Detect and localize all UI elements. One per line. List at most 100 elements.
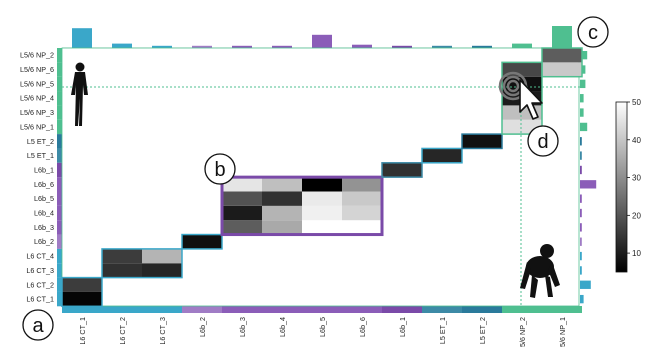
top-bar xyxy=(112,43,132,48)
heatmap-cell xyxy=(222,191,262,206)
colorbar-tick-label: 40 xyxy=(632,136,641,145)
row-color-swatch xyxy=(57,291,62,307)
heatmap-cell xyxy=(262,220,302,235)
y-tick-labels: L5/6 NP_2 L5/6 NP_6 L5/6 NP_5 L5/6 NP_4 L5/6… xyxy=(20,51,54,304)
row-color-swatch xyxy=(57,162,62,178)
callout-circle xyxy=(527,125,559,157)
row-color-swatch xyxy=(57,263,62,278)
callout-markers: a b c d xyxy=(22,16,609,341)
right-bar xyxy=(580,266,582,275)
right-bar xyxy=(580,94,584,103)
column-color-swatch xyxy=(62,306,102,313)
callout-label: c xyxy=(588,22,598,44)
x-tick-label: L6b_6 xyxy=(358,317,367,337)
right-bar xyxy=(580,165,582,175)
right-bar xyxy=(580,280,591,289)
callout-circle xyxy=(577,16,609,48)
cluster-outline xyxy=(61,276,103,308)
right-bar xyxy=(580,294,584,304)
cluster-outlines xyxy=(61,47,583,308)
right-bar xyxy=(580,51,588,60)
y-tick-label: L6 CT_4 xyxy=(26,252,54,261)
colorbar xyxy=(615,101,628,273)
x-tick-label: L6 CT_1 xyxy=(78,317,87,345)
x-tick-label: L6b_4 xyxy=(278,317,287,337)
colorbar-tick-label: 20 xyxy=(632,211,641,220)
heatmap-cell xyxy=(302,191,342,206)
x-tick-label: L6b_2 xyxy=(198,317,207,337)
callout-label: a xyxy=(32,315,44,337)
column-color-swatch xyxy=(462,306,502,313)
right-bar xyxy=(580,223,582,232)
heatmap-cell xyxy=(102,263,142,278)
y-tick-label: L5/6 NP_3 xyxy=(20,108,54,117)
colorbar-tick-label: 10 xyxy=(632,249,641,258)
cluster-outline xyxy=(421,147,463,164)
top-bar xyxy=(192,45,212,48)
x-tick-label: L5 ET_1 xyxy=(438,317,447,344)
heatmap-cells xyxy=(62,48,582,307)
cluster-outline xyxy=(501,61,543,135)
right-bar xyxy=(580,208,582,218)
cluster-outline xyxy=(541,47,583,78)
top-bar xyxy=(232,45,252,48)
cluster-outline xyxy=(101,248,183,279)
row-color-swatch xyxy=(57,205,62,221)
row-color-strip xyxy=(57,48,62,307)
y-tick-label: L6 CT_2 xyxy=(26,280,54,289)
x-tick-label: L6b_1 xyxy=(398,317,407,337)
heatmap-cell xyxy=(462,134,502,149)
y-tick-label: L6 CT_1 xyxy=(26,295,54,304)
x-tick-label: 5/6 NP_1 xyxy=(558,317,567,347)
callout-circle xyxy=(22,309,54,341)
x-tick-labels: L6 CT_1 L6 CT_2 L6 CT_3 L6b_2 L6b_3 L6b_4 L6b_… xyxy=(78,317,567,347)
heatmap-cell xyxy=(62,291,102,307)
right-bar xyxy=(580,194,582,203)
top-bar xyxy=(392,45,412,48)
row-color-swatch xyxy=(57,148,62,163)
top-bar xyxy=(72,28,92,48)
heatmap-cell xyxy=(302,205,342,221)
row-color-swatch xyxy=(57,48,62,63)
y-tick-label: L6b_2 xyxy=(34,237,54,246)
column-color-swatch xyxy=(222,306,262,313)
x-tick-label: L6 CT_3 xyxy=(158,317,167,345)
heatmap-cell xyxy=(342,191,382,206)
heatmap-cell xyxy=(262,191,302,206)
top-bar xyxy=(312,34,332,48)
heatmap-cell xyxy=(422,148,462,163)
column-color-swatch xyxy=(262,306,302,313)
x-tick-label: L5 ET_2 xyxy=(478,317,487,344)
y-tick-label: L6b_6 xyxy=(34,180,54,189)
row-color-swatch xyxy=(57,76,62,92)
y-tick-label: L6 CT_3 xyxy=(26,266,54,275)
heatmap-cell xyxy=(262,177,302,192)
row-color-swatch xyxy=(57,191,62,206)
y-tick-label: L5 ET_1 xyxy=(27,151,54,160)
column-color-swatch xyxy=(542,306,582,313)
top-marginal-bars xyxy=(62,26,582,49)
row-color-swatch xyxy=(57,220,62,235)
column-color-swatch xyxy=(342,306,382,313)
heatmap-cell xyxy=(182,234,222,249)
x-tick-label: L6b_5 xyxy=(318,317,327,337)
top-bar xyxy=(552,26,572,48)
column-color-swatch xyxy=(182,306,222,313)
heatmap-cell xyxy=(142,248,182,264)
row-color-swatch xyxy=(57,119,62,135)
heatmap-cell xyxy=(62,277,102,292)
top-bar xyxy=(432,45,452,48)
callout-label: d xyxy=(537,131,548,153)
heatmap-cell xyxy=(342,205,382,221)
y-tick-label: L6b_4 xyxy=(34,209,54,218)
y-tick-label: L6b_1 xyxy=(34,165,54,174)
colorbar-tick-label: 50 xyxy=(632,98,641,107)
heatmap-cell xyxy=(142,263,182,278)
right-bar xyxy=(580,137,582,146)
y-tick-label: L6b_3 xyxy=(34,223,54,232)
column-color-swatch xyxy=(302,306,342,313)
y-tick-label: L6b_5 xyxy=(34,194,54,203)
colorbar-tick-label: 30 xyxy=(632,174,641,183)
right-bar xyxy=(580,79,586,89)
right-bar xyxy=(580,237,582,246)
